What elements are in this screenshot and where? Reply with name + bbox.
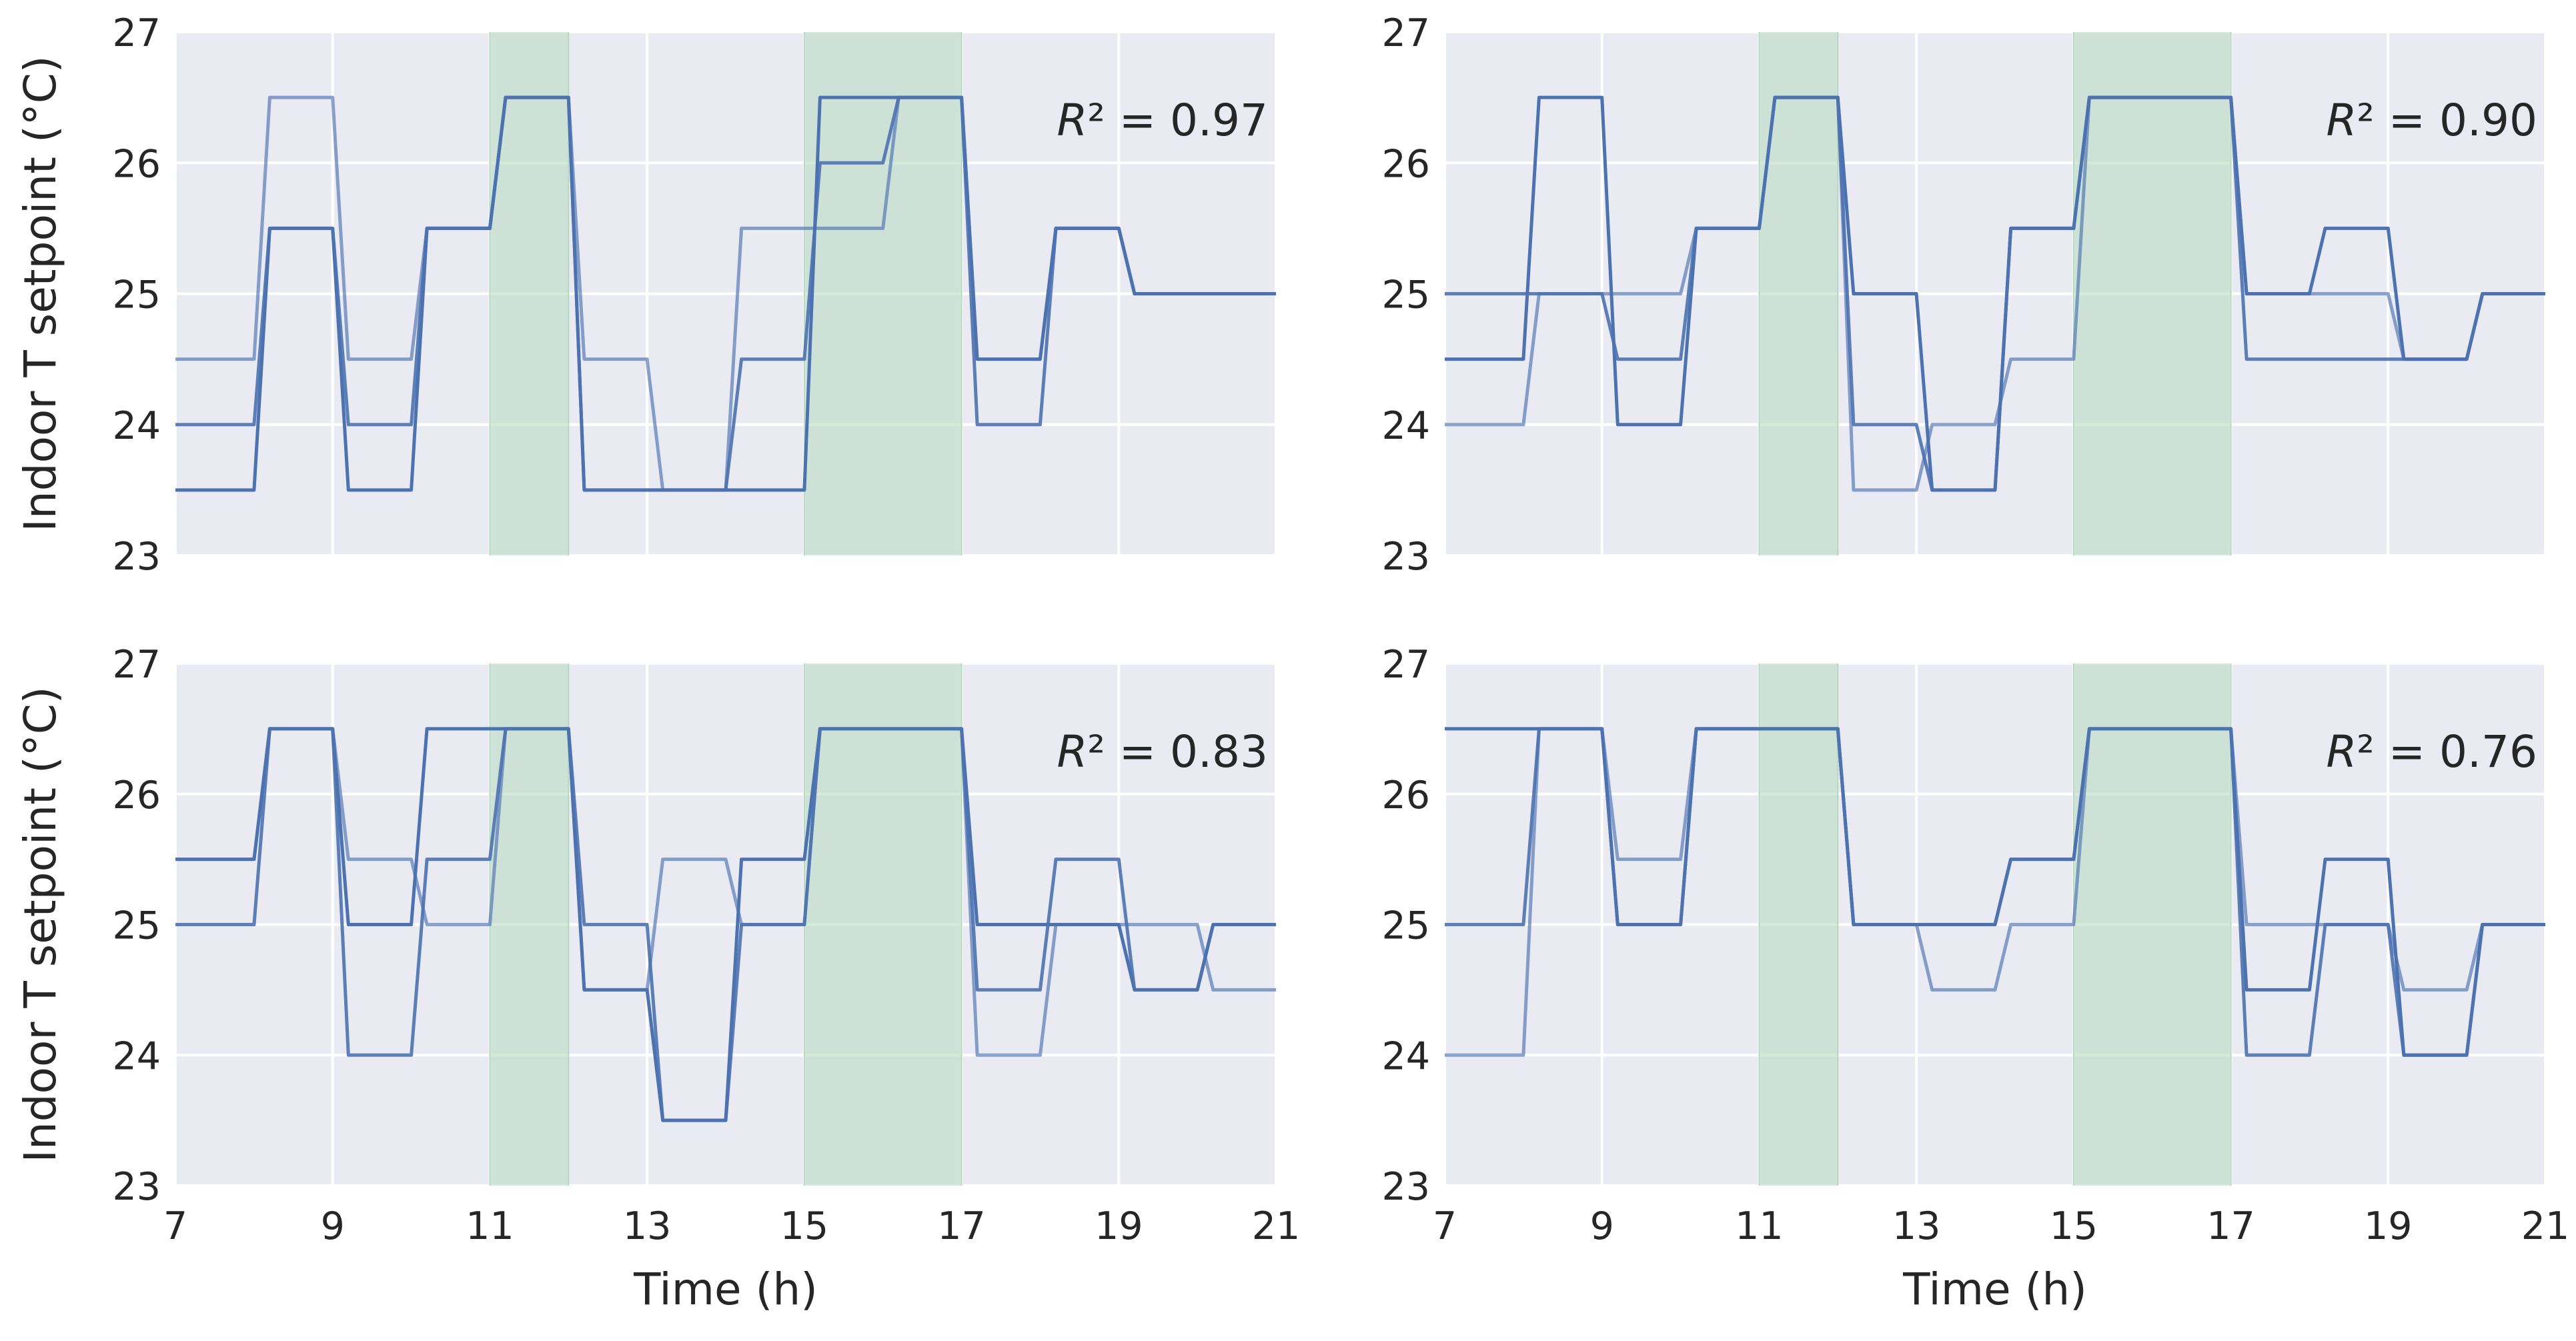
x-tick-label: 13 (1892, 1204, 1941, 1248)
y-tick-label: 23 (112, 535, 161, 579)
series-line-3 (175, 95, 1276, 492)
x-tick-label: 9 (321, 1204, 345, 1248)
y-tick-label: 24 (1381, 1034, 1430, 1078)
panel-bottom-right: 23 24 25 26 27 7 9 11 13 15 17 19 21 Time (h) R² = 0.7… (1381, 643, 2569, 1315)
shaded-interval (1759, 663, 1838, 1186)
x-tick-label: 19 (2364, 1204, 2413, 1248)
r2-value: ² = 0.97 (1087, 95, 1268, 146)
y-tick-label: 26 (1381, 774, 1430, 818)
r2-annotation: R² = 0.76 (2326, 726, 2537, 778)
shaded-interval (804, 32, 962, 555)
x-tick-label: 9 (1590, 1204, 1614, 1248)
r2-annotation: R² = 0.97 (1057, 95, 1268, 146)
x-tick-label: 7 (163, 1204, 187, 1248)
x-tick-label: 15 (780, 1204, 829, 1248)
r2-value: ² = 0.83 (1087, 726, 1268, 778)
panel-top-left: 23 24 25 26 27 Indoor T setpoint (°C) R² = 0.9… (15, 11, 1277, 579)
r2-symbol: R (2326, 726, 2357, 778)
y-axis-label: Indoor T setpoint (°C) (15, 55, 66, 531)
y-tick-label: 27 (112, 11, 161, 55)
r2-annotation: R² = 0.90 (2326, 95, 2537, 146)
y-tick-label: 25 (1381, 904, 1430, 948)
x-tick-label: 7 (1433, 1204, 1457, 1248)
y-tick-label: 27 (1381, 643, 1430, 687)
x-tick-label: 13 (623, 1204, 672, 1248)
r2-value: ² = 0.76 (2357, 726, 2537, 778)
r2-value: ² = 0.90 (2357, 95, 2537, 146)
shaded-interval (2073, 663, 2231, 1186)
series-line-3 (175, 727, 1276, 1122)
y-tick-label: 24 (112, 404, 161, 448)
r2-symbol: R (1057, 726, 1087, 778)
y-tick-label: 26 (112, 142, 161, 186)
y-tick-label: 25 (1381, 273, 1430, 317)
y-tick-label: 24 (112, 1034, 161, 1078)
x-tick-label: 11 (466, 1204, 514, 1248)
y-tick-label: 26 (1381, 142, 1430, 186)
series-line-3 (1445, 95, 2545, 492)
y-tick-label: 23 (1381, 535, 1430, 579)
y-tick-label: 27 (112, 643, 161, 687)
r2-symbol: R (2326, 95, 2357, 146)
shaded-interval (2073, 32, 2231, 555)
panel-bottom-left: 23 24 25 26 27 7 9 11 13 15 17 19 21 Indoor T setpoin… (15, 643, 1300, 1315)
x-axis-label: Time (h) (1902, 1264, 2087, 1315)
x-tick-label: 17 (2206, 1204, 2255, 1248)
x-tick-label: 11 (1735, 1204, 1784, 1248)
x-tick-label: 15 (2050, 1204, 2098, 1248)
shaded-interval (490, 663, 569, 1186)
panel-top-right: 23 24 25 26 27 R² = 0.90 (1381, 11, 2547, 579)
y-axis-label: Indoor T setpoint (°C) (15, 686, 66, 1162)
series-line-1 (1445, 95, 2545, 492)
x-tick-label: 19 (1095, 1204, 1143, 1248)
shaded-interval (1759, 32, 1838, 555)
y-tick-label: 25 (112, 904, 161, 948)
y-tick-label: 24 (1381, 404, 1430, 448)
y-tick-label: 26 (112, 774, 161, 818)
x-axis-label: Time (h) (633, 1264, 818, 1315)
y-tick-label: 25 (112, 273, 161, 317)
r2-annotation: R² = 0.83 (1057, 726, 1268, 778)
series-line-3 (1445, 727, 2545, 1057)
shaded-interval (490, 32, 569, 555)
x-tick-label: 21 (2521, 1204, 2570, 1248)
y-tick-label: 27 (1381, 11, 1430, 55)
x-tick-label: 21 (1252, 1204, 1301, 1248)
shaded-interval (804, 663, 962, 1186)
y-tick-label: 23 (1381, 1165, 1430, 1209)
x-tick-label: 17 (937, 1204, 986, 1248)
y-tick-label: 23 (112, 1165, 161, 1209)
r2-symbol: R (1057, 95, 1087, 146)
